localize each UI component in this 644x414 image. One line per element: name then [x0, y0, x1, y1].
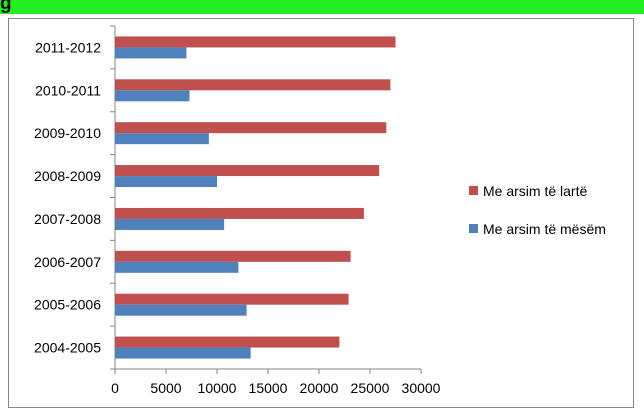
x-tick-label: 25000 — [351, 380, 390, 396]
chart-plot: 2004-2005 2005-2006 2006-2007 2007-2008 2008… — [34, 25, 606, 396]
bar-higher-education-2006-2007 — [115, 250, 351, 262]
bar-higher-education-2009-2010 — [115, 122, 387, 134]
y-tick-label: 2005-2006 — [34, 297, 101, 313]
x-tick-label: 20000 — [300, 380, 339, 396]
x-tick-label: 0 — [111, 380, 119, 396]
y-tick-label: 2007-2008 — [34, 211, 101, 227]
bar-higher-education-2011-2012 — [115, 36, 396, 48]
bar-secondary-education-2010-2011 — [115, 90, 190, 102]
bar-higher-education-2004-2005 — [115, 336, 340, 348]
x-tick-label: 15000 — [249, 380, 288, 396]
x-tick-label: 10000 — [198, 380, 237, 396]
bar-higher-education-2005-2006 — [115, 293, 349, 305]
bar-higher-education-2008-2009 — [115, 165, 380, 177]
x-tick-label: 30000 — [402, 380, 441, 396]
bar-secondary-education-2009-2010 — [115, 133, 209, 145]
chart-title: g — [0, 0, 12, 14]
bar-secondary-education-2008-2009 — [115, 176, 217, 188]
bar-secondary-education-2005-2006 — [115, 304, 247, 316]
legend-swatch — [469, 186, 478, 195]
y-tick-label: 2011-2012 — [35, 39, 101, 55]
bar-secondary-education-2011-2012 — [115, 47, 187, 59]
bar-higher-education-2010-2011 — [115, 79, 391, 91]
bar-secondary-education-2007-2008 — [115, 218, 225, 230]
bar-secondary-education-2004-2005 — [115, 347, 251, 359]
bar-higher-education-2007-2008 — [115, 207, 364, 219]
legend-swatch — [469, 224, 478, 233]
chart-frame: 2004-2005 2005-2006 2006-2007 2007-2008 2008… — [8, 18, 634, 408]
bar-secondary-education-2006-2007 — [115, 261, 239, 273]
legend-label: Me arsim të mësëm — [483, 221, 606, 237]
y-tick-label: 2004-2005 — [34, 340, 101, 356]
x-tick-label: 5000 — [150, 380, 181, 396]
legend-label: Me arsim të lartë — [483, 183, 587, 199]
y-tick-label: 2010-2011 — [35, 82, 101, 98]
y-tick-label: 2008-2009 — [34, 168, 101, 184]
y-tick-label: 2006-2007 — [34, 254, 101, 270]
title-band: g — [0, 0, 644, 14]
y-tick-label: 2009-2010 — [34, 125, 101, 141]
